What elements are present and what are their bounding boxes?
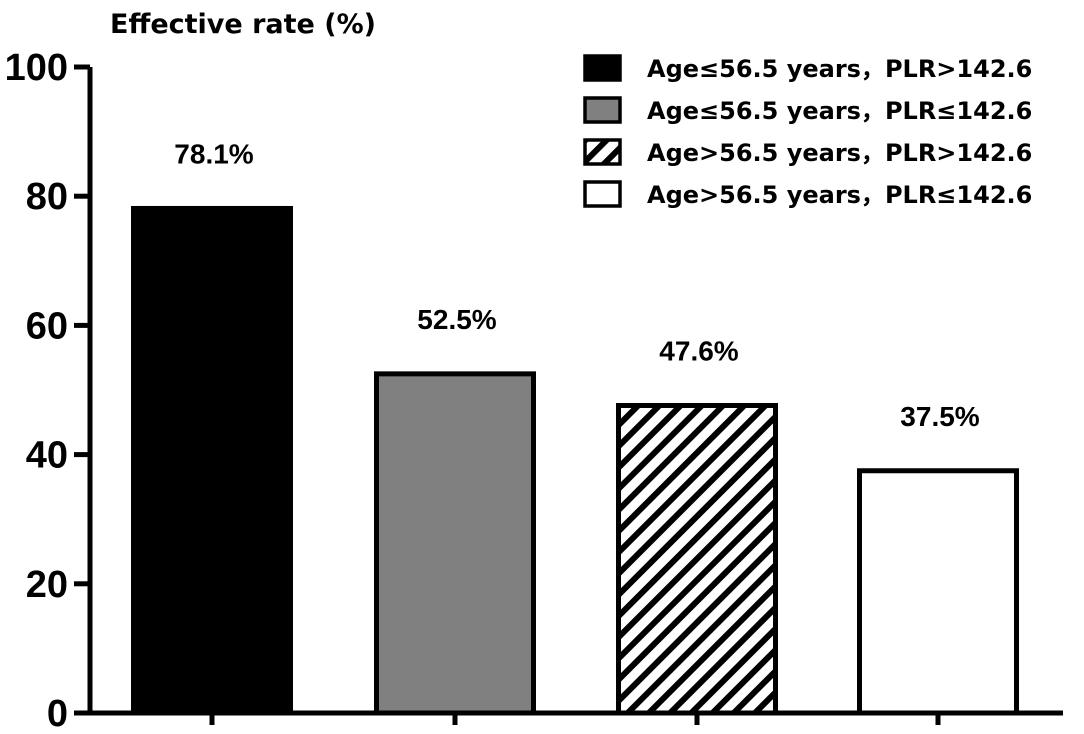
y-tick-label: 40 bbox=[26, 435, 68, 477]
bar-2 bbox=[374, 371, 536, 716]
legend-entry-label: Age>56.5 years，PLR>142.6 bbox=[647, 139, 1032, 167]
y-axis-title: Effective rate (%) bbox=[110, 9, 376, 40]
bar-3 bbox=[616, 403, 778, 716]
legend: Age≤56.5 years，PLR>142.6 Age≤56.5 years，P… bbox=[583, 54, 1032, 209]
legend-swatch-4 bbox=[583, 180, 622, 208]
bar-value-label: 47.6% bbox=[659, 336, 738, 367]
legend-entry-label: Age≤56.5 years，PLR≤142.6 bbox=[647, 97, 1032, 125]
bars bbox=[131, 205, 1019, 725]
legend-swatch-1 bbox=[583, 54, 622, 82]
legend-entry-label: Age≤56.5 years，PLR>142.6 bbox=[647, 55, 1032, 83]
bar-1 bbox=[131, 205, 293, 716]
bar-value-label: 52.5% bbox=[417, 304, 496, 335]
y-tick-label: 80 bbox=[26, 176, 68, 218]
legend-entry-label: Age>56.5 years，PLR≤142.6 bbox=[647, 181, 1032, 209]
y-tick-label: 20 bbox=[26, 564, 68, 606]
legend-swatch-2 bbox=[583, 96, 622, 124]
legend-swatch-3 bbox=[583, 138, 622, 166]
data-labels: 78.1% 52.5% 47.6% 37.5% bbox=[174, 138, 979, 431]
bar-value-label: 78.1% bbox=[174, 138, 253, 169]
bar-4 bbox=[857, 468, 1019, 716]
y-tick-label: 60 bbox=[26, 305, 68, 347]
y-tick-label: 0 bbox=[47, 693, 68, 734]
y-tick-label: 100 bbox=[5, 47, 68, 89]
y-ticks: 0 20 40 60 80 100 bbox=[5, 47, 90, 734]
bar-value-label: 37.5% bbox=[900, 401, 979, 432]
